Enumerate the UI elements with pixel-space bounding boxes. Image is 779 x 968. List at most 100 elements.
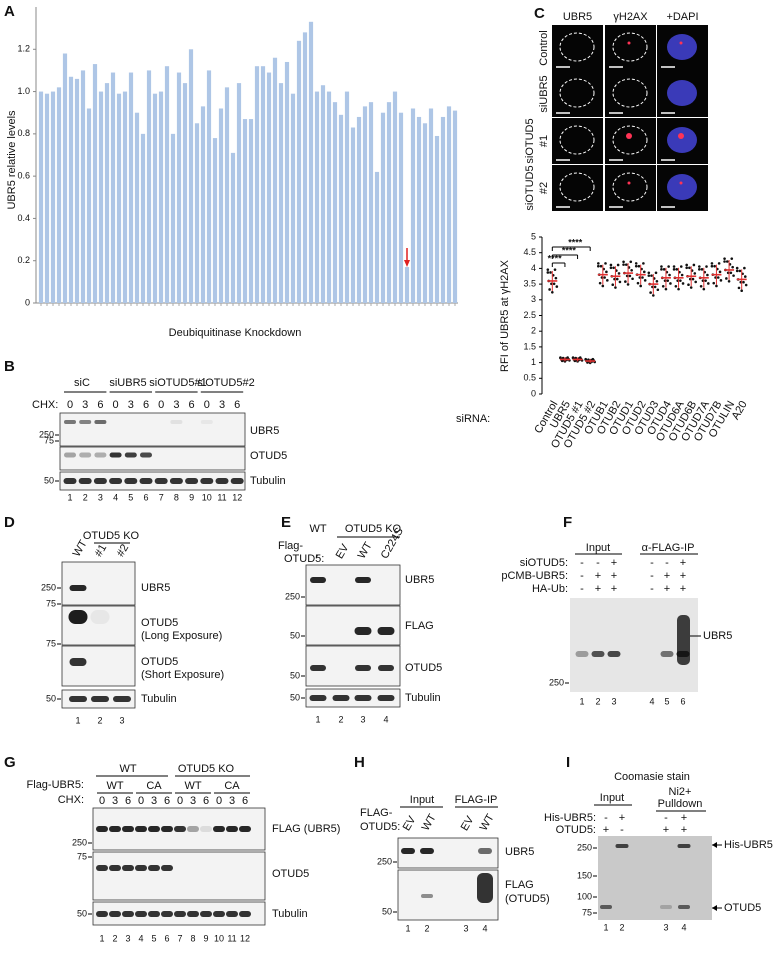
sample-label: #2 bbox=[115, 542, 132, 559]
replicate-dot bbox=[700, 268, 704, 271]
replicate-dot bbox=[546, 268, 550, 271]
replicate-dot bbox=[743, 275, 747, 278]
band bbox=[354, 695, 372, 701]
band bbox=[94, 420, 107, 424]
focus bbox=[627, 41, 631, 45]
band bbox=[239, 826, 251, 832]
band bbox=[122, 911, 134, 917]
band bbox=[660, 651, 674, 657]
bar bbox=[344, 91, 350, 303]
panel-label: F bbox=[563, 514, 572, 531]
replicate-dot bbox=[546, 271, 550, 274]
replicate-dot bbox=[628, 274, 632, 278]
band-label: His-UBR5 bbox=[724, 839, 773, 851]
bar bbox=[146, 70, 152, 303]
panel-title: Coomasie stain bbox=[614, 771, 690, 783]
band bbox=[169, 478, 183, 484]
bar bbox=[278, 83, 284, 303]
lane-number: 4 bbox=[681, 922, 686, 932]
time-label: 3 bbox=[173, 399, 179, 411]
replicate-dot bbox=[706, 273, 709, 277]
row-label: Control bbox=[538, 30, 550, 65]
replicate-dot bbox=[660, 265, 663, 268]
lane-number: 3 bbox=[463, 923, 468, 933]
blot bbox=[59, 412, 246, 447]
lane-number: 1 bbox=[405, 923, 410, 933]
replicate-dot bbox=[680, 273, 684, 277]
band bbox=[161, 826, 173, 832]
replicate-dot bbox=[725, 277, 728, 280]
blot-label: UBR5 bbox=[405, 574, 434, 586]
time-label: 0 bbox=[113, 399, 119, 411]
panel-label: G bbox=[4, 754, 16, 771]
band bbox=[124, 478, 138, 484]
band bbox=[230, 478, 244, 484]
lane-number: 4 bbox=[482, 923, 487, 933]
gel bbox=[598, 836, 712, 920]
y-tick-label: 0 bbox=[25, 297, 30, 307]
time-label: 3 bbox=[128, 399, 134, 411]
blot-label: (OTUD5) bbox=[505, 893, 550, 905]
blot bbox=[305, 688, 401, 708]
band bbox=[148, 911, 160, 917]
bar bbox=[272, 57, 278, 303]
bar bbox=[254, 66, 260, 303]
replicate-dot bbox=[597, 264, 600, 268]
blot-label: Tubulin bbox=[250, 475, 286, 487]
band bbox=[213, 911, 225, 917]
bar bbox=[410, 108, 416, 303]
band bbox=[148, 826, 160, 832]
y-tick-label: 2.5 bbox=[523, 310, 536, 320]
bar bbox=[380, 112, 386, 303]
replicate-dot bbox=[654, 271, 658, 275]
group-label: OTUD5 KO bbox=[345, 523, 402, 535]
replicate-dot bbox=[642, 270, 646, 274]
sign: + bbox=[681, 824, 687, 836]
lane-number: 2 bbox=[424, 923, 429, 933]
time-label: 0 bbox=[158, 399, 164, 411]
replicate-dot bbox=[611, 283, 615, 287]
blot-label: UBR5 bbox=[141, 582, 170, 594]
replicate-dot bbox=[552, 282, 556, 286]
nucleus-outline bbox=[612, 32, 648, 62]
bar bbox=[398, 112, 404, 303]
band bbox=[154, 478, 168, 484]
bar bbox=[290, 93, 296, 303]
sign: + bbox=[611, 570, 617, 582]
treatment-label: CHX: bbox=[58, 794, 84, 806]
lane-number: 4 bbox=[113, 492, 118, 502]
sign: + bbox=[595, 583, 601, 595]
blot-label: Tubulin bbox=[405, 692, 441, 704]
replicate-dot bbox=[609, 263, 613, 267]
group-label: WT bbox=[119, 763, 136, 775]
bar bbox=[80, 70, 86, 303]
bar bbox=[44, 93, 50, 303]
bar bbox=[158, 91, 164, 303]
replicate-dot bbox=[660, 268, 663, 271]
bar bbox=[242, 119, 248, 303]
band bbox=[64, 452, 76, 458]
band bbox=[310, 577, 326, 583]
replicate-dot bbox=[688, 266, 691, 270]
time-label: 0 bbox=[216, 795, 222, 807]
time-label: 0 bbox=[204, 399, 210, 411]
blot-label: OTUD5 bbox=[405, 662, 442, 674]
replicate-dot bbox=[679, 279, 682, 282]
band bbox=[377, 627, 395, 635]
replicate-dot bbox=[693, 272, 697, 275]
sign: - bbox=[580, 583, 584, 595]
replicate-dot bbox=[578, 356, 582, 359]
lane-number: 2 bbox=[338, 714, 343, 724]
replicate-dot bbox=[716, 276, 720, 279]
band bbox=[94, 452, 107, 458]
subgroup-label: CA bbox=[146, 780, 162, 792]
bar bbox=[110, 72, 116, 304]
replicate-dot bbox=[609, 266, 613, 270]
bar bbox=[260, 66, 266, 303]
lane-number: 4 bbox=[383, 714, 388, 724]
lane-number: 3 bbox=[98, 492, 103, 502]
row-label: pCMB-UBR5: bbox=[501, 570, 568, 582]
bar bbox=[356, 116, 362, 303]
replicate-dot bbox=[591, 357, 595, 361]
bar bbox=[62, 53, 68, 304]
